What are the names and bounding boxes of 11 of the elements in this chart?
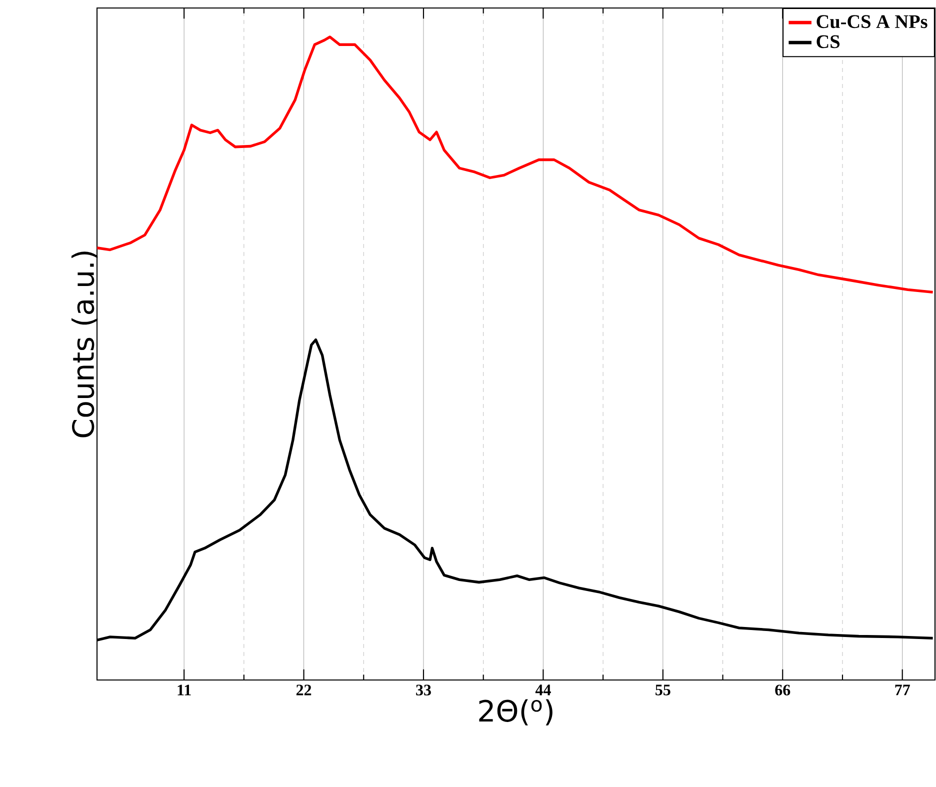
x-tick-label: 44 [535,684,551,696]
x-tick-label: 55 [656,684,670,696]
x-tick-label: 66 [775,684,790,696]
x-tick-label: 77 [895,684,910,696]
legend-label: Cu-CS A NPs [816,15,928,28]
x-tick-label: 33 [416,684,431,696]
legend-label: CS [816,35,840,48]
x-tick-label: 22 [296,684,312,696]
x-axis-title: 2Θ($^{o}$) [479,699,552,726]
y-axis-title: Counts (a.u.) [71,252,98,438]
x-tick-label: 11 [178,684,191,696]
